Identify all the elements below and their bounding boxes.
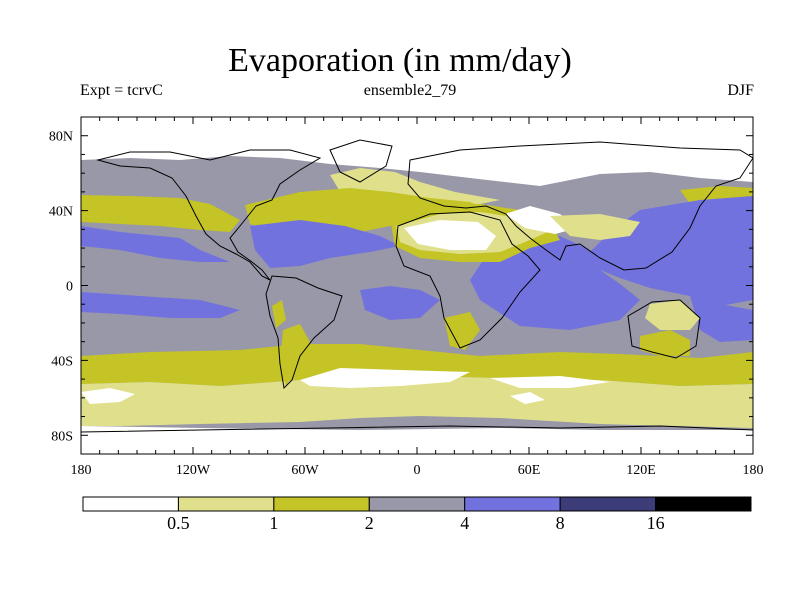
colorbar-labels: 0.5 1 2 4 8 16 xyxy=(167,513,664,533)
y-tick-label: 40S xyxy=(51,354,73,369)
colorbar-level-label: 2 xyxy=(365,513,374,533)
x-axis-labels: 180 120W 60W 0 60E 120E 180 xyxy=(71,463,764,478)
arabia-low-band xyxy=(505,206,578,234)
colorbar-swatch xyxy=(368,496,466,512)
colorbar-swatch xyxy=(273,496,370,512)
sahara-low-band xyxy=(404,220,496,250)
experiment-label: Expt = tcrvC xyxy=(80,82,163,99)
contour-fill xyxy=(81,117,753,454)
australia-light-band xyxy=(645,300,700,330)
eurasia-coast xyxy=(407,141,753,271)
greenland-coast xyxy=(329,139,393,183)
indian-ocean-high-band xyxy=(470,236,640,330)
y-tick-label: 80N xyxy=(49,130,73,145)
central-asia-light-band xyxy=(550,214,640,240)
southwest-pacific-high-band xyxy=(690,296,753,342)
season-label: DJF xyxy=(727,82,754,99)
colorbar-swatch xyxy=(82,496,179,512)
axis-ticks xyxy=(80,116,754,455)
southern-ocean-low-patch-3 xyxy=(81,388,135,404)
colorbar-swatch xyxy=(559,496,657,512)
southern-ocean-low-patch-2 xyxy=(490,376,610,388)
australia-coast xyxy=(627,299,701,359)
x-tick-label: 60W xyxy=(291,463,319,478)
colorbar-swatch xyxy=(177,496,275,512)
colorbar-level-label: 4 xyxy=(460,513,469,533)
south-america-coast xyxy=(265,275,343,390)
colorbar-swatch xyxy=(464,496,561,512)
x-tick-label: 120E xyxy=(626,463,656,478)
x-tick-label: 120W xyxy=(176,463,211,478)
southern-ocean-low-patch-1 xyxy=(300,368,470,388)
southern-ocean-low-patch-4 xyxy=(510,392,545,404)
y-tick-label: 0 xyxy=(66,280,73,295)
colorbar-swatch xyxy=(655,496,752,512)
patagonia-olive-band xyxy=(280,324,310,386)
antarctica-coast xyxy=(81,425,753,433)
southern-ocean-olive-band xyxy=(81,344,753,386)
y-tick-label: 40N xyxy=(49,205,73,220)
coastlines xyxy=(81,139,753,433)
antarctic-low-band xyxy=(81,426,753,454)
x-tick-label: 180 xyxy=(743,463,764,478)
y-tick-label: 80S xyxy=(51,429,73,444)
colorbar-level-label: 1 xyxy=(269,513,278,533)
australia-olive-band xyxy=(640,330,690,356)
run-label: ensemble2_79 xyxy=(363,82,457,99)
x-tick-label: 0 xyxy=(414,463,421,478)
x-tick-label: 60E xyxy=(518,463,541,478)
x-tick-label: 180 xyxy=(71,463,92,478)
africa-coast xyxy=(395,211,541,349)
y-axis-labels: 80N 40N 0 40S 80S xyxy=(49,130,73,445)
west-atlantic-high-band xyxy=(250,220,400,268)
northwest-pacific-olive-band xyxy=(680,186,753,204)
south-pacific-tropical-high-band xyxy=(81,292,240,318)
map-title: Evaporation (in mm/day) xyxy=(228,42,572,79)
southern-africa-olive-band xyxy=(444,312,480,350)
colorbar-level-label: 0.5 xyxy=(167,513,190,533)
colorbar-level-label: 16 xyxy=(647,513,665,533)
colorbar-level-label: 8 xyxy=(556,513,565,533)
north-pacific-tropical-high-band xyxy=(81,226,230,262)
colorbar xyxy=(82,496,752,512)
north-america-coast xyxy=(96,149,322,281)
arctic-low-band xyxy=(81,117,753,186)
south-atlantic-high-band xyxy=(360,286,440,320)
brazil-coast-olive-band xyxy=(272,300,286,328)
